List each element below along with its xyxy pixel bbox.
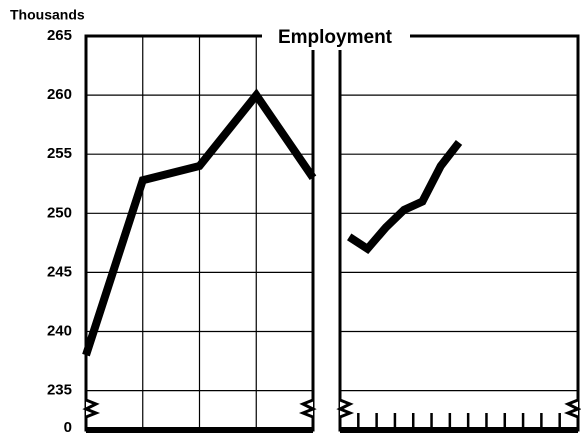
chart-title: Employment (278, 27, 393, 48)
y-tick-label: 240 (47, 322, 72, 339)
frames (82, 34, 581, 433)
y-tick-label: 265 (47, 27, 72, 44)
y-tick-label: 0 (64, 419, 72, 435)
y-tick-label: 235 (47, 382, 72, 399)
y-tick-label: 245 (47, 263, 72, 280)
line-series (82, 88, 317, 357)
axis-break (82, 398, 101, 419)
title-backdrop (262, 26, 410, 50)
axis-break (563, 398, 581, 419)
line-series (347, 139, 463, 255)
y-tick-label: 250 (47, 204, 72, 221)
y-tick-label: 260 (47, 86, 72, 103)
y-tick-label: 255 (47, 145, 72, 162)
y-axis-label: Thousands (10, 7, 85, 23)
axis-break (336, 398, 355, 419)
axis-break (298, 398, 317, 419)
